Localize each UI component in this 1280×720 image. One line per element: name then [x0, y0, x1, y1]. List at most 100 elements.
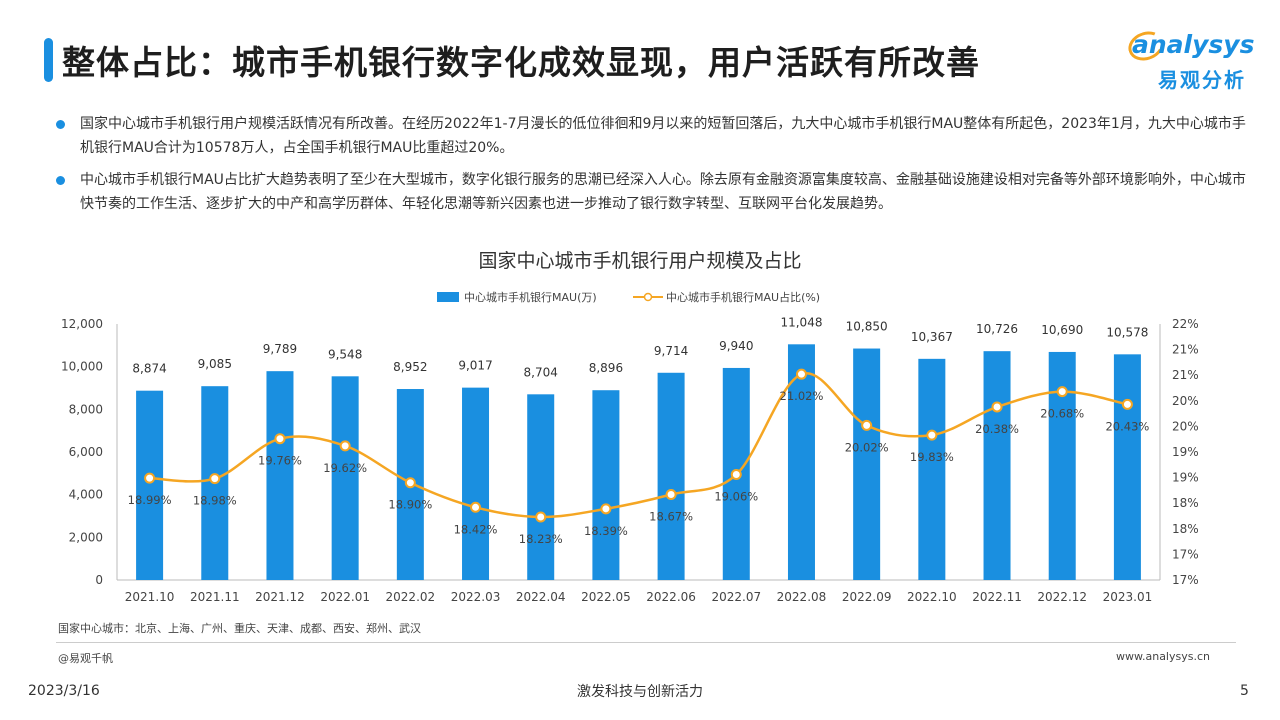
bar	[787, 344, 815, 580]
bar-value-label: 9,017	[458, 359, 492, 373]
y-tick-label: 2,000	[69, 530, 103, 544]
bullet-item: 中心城市手机银行MAU占比扩大趋势表明了至少在大型城市，数字化银行服务的思潮已经…	[56, 168, 1246, 216]
combo-chart: 0 2,000 4,000 6,000 8,000 10,000 12,000 17% 17% 1…	[61, 290, 1199, 604]
bar-value-label: 9,548	[328, 347, 362, 361]
bar	[1113, 354, 1141, 580]
page-title: 整体占比：城市手机银行数字化成效显现，用户活跃有所改善	[62, 43, 980, 82]
y2-tick-label: 20%	[1172, 419, 1199, 433]
x-tick-label: 2021.11	[190, 590, 240, 604]
x-tick-label: 2022.10	[907, 590, 957, 604]
logo-subtitle: 易观分析	[1158, 68, 1246, 92]
share-value-label: 20.02%	[845, 440, 889, 454]
share-value-label: 18.23%	[519, 532, 563, 546]
x-tick-label: 2021.10	[125, 590, 175, 604]
share-point	[730, 469, 742, 481]
share-point	[144, 472, 156, 484]
bullet-text: 中心城市手机银行MAU占比扩大趋势表明了至少在大型城市，数字化银行服务的思潮已经…	[80, 172, 1246, 212]
y-tick-label: 4,000	[69, 488, 103, 502]
report-date: 2023/3/16	[28, 683, 100, 699]
x-tick-label: 2022.11	[972, 590, 1022, 604]
share-point	[209, 473, 221, 485]
x-tick-label: 2022.06	[646, 590, 696, 604]
bar-value-label: 9,789	[263, 342, 297, 356]
bar-value-label: 11,048	[780, 315, 822, 329]
bar-value-label: 10,578	[1106, 325, 1148, 339]
y-tick-label: 8,000	[69, 402, 103, 416]
title-accent-bar	[44, 38, 53, 82]
y2-tick-label: 18%	[1172, 496, 1199, 510]
share-point	[991, 401, 1003, 413]
bar	[853, 348, 881, 580]
chart-title: 国家中心城市手机银行用户规模及占比	[478, 250, 802, 272]
share-point	[1121, 398, 1133, 410]
x-tick-label: 2022.08	[777, 590, 827, 604]
bar	[527, 394, 555, 580]
share-point	[926, 429, 938, 441]
share-line	[149, 372, 1128, 519]
y-tick-label: 10,000	[61, 360, 103, 374]
legend-line-marker	[643, 292, 653, 302]
share-value-label: 19.83%	[910, 450, 954, 464]
bar	[136, 390, 164, 580]
analysys-logo: analysys 易观分析	[1124, 26, 1258, 92]
share-value-label: 21.02%	[780, 389, 824, 403]
x-tick-label: 2022.02	[386, 590, 436, 604]
x-tick-label: 2021.12	[255, 590, 305, 604]
y2-tick-label: 21%	[1172, 343, 1199, 357]
y2-tick-label: 17%	[1172, 547, 1199, 561]
bar-value-label: 8,704	[524, 365, 558, 379]
share-point	[665, 488, 677, 500]
legend-label: 中心城市手机银行MAU占比(%)	[666, 290, 820, 304]
share-value-label: 18.90%	[388, 498, 432, 512]
bullet-dot-icon	[56, 120, 65, 129]
y2-tick-label: 20%	[1172, 394, 1199, 408]
bar-value-label: 10,690	[1041, 323, 1083, 337]
slogan: 激发科技与创新活力	[577, 684, 703, 700]
x-tick-label: 2022.05	[581, 590, 631, 604]
bar-value-label: 10,367	[911, 330, 953, 344]
share-point	[404, 477, 416, 489]
share-value-label: 19.06%	[714, 490, 758, 504]
bar-value-label: 9,940	[719, 339, 753, 353]
bar-value-label: 10,850	[846, 320, 888, 334]
bar-value-label: 8,952	[393, 360, 427, 374]
y-tick-label: 6,000	[69, 445, 103, 459]
bar	[592, 390, 620, 580]
y2-tick-label: 17%	[1172, 573, 1199, 587]
x-tick-label: 2022.07	[711, 590, 761, 604]
share-point	[470, 501, 482, 513]
legend-label: 中心城市手机银行MAU(万)	[464, 290, 597, 304]
bar-value-label: 8,896	[589, 361, 623, 375]
share-value-label: 18.67%	[649, 509, 693, 523]
bar	[657, 372, 685, 580]
footer-divider	[56, 642, 1236, 643]
bar	[462, 387, 490, 580]
website-link[interactable]: www.analysys.cn	[1116, 650, 1210, 663]
share-value-label: 18.99%	[128, 493, 172, 507]
bar	[266, 371, 294, 580]
x-tick-label: 2023.01	[1103, 590, 1153, 604]
share-point	[861, 419, 873, 431]
copyright-text: @易观千帆	[58, 652, 113, 665]
share-value-label: 20.68%	[1040, 407, 1084, 421]
bullet-item: 国家中心城市手机银行用户规模活跃情况有所改善。在经历2022年1-7月漫长的低位…	[56, 112, 1246, 160]
y-tick-label: 12,000	[61, 317, 103, 331]
bar	[331, 376, 359, 580]
bar-value-label: 9,714	[654, 344, 688, 358]
y2-tick-label: 19%	[1172, 471, 1199, 485]
share-point	[535, 511, 547, 523]
y2-tick-label: 18%	[1172, 522, 1199, 536]
y2-tick-label: 22%	[1172, 317, 1199, 331]
share-value-label: 20.38%	[975, 422, 1019, 436]
share-value-label: 19.62%	[323, 461, 367, 475]
x-tick-label: 2022.09	[842, 590, 892, 604]
x-tick-label: 2022.12	[1037, 590, 1087, 604]
share-point	[339, 440, 351, 452]
share-value-label: 18.42%	[454, 522, 498, 536]
y2-tick-label: 19%	[1172, 445, 1199, 459]
share-value-label: 18.39%	[584, 524, 628, 538]
bar	[918, 358, 946, 580]
share-point	[600, 503, 612, 515]
summary-bullets: 国家中心城市手机银行用户规模活跃情况有所改善。在经历2022年1-7月漫长的低位…	[56, 112, 1246, 224]
bar-value-label: 9,085	[198, 357, 232, 371]
